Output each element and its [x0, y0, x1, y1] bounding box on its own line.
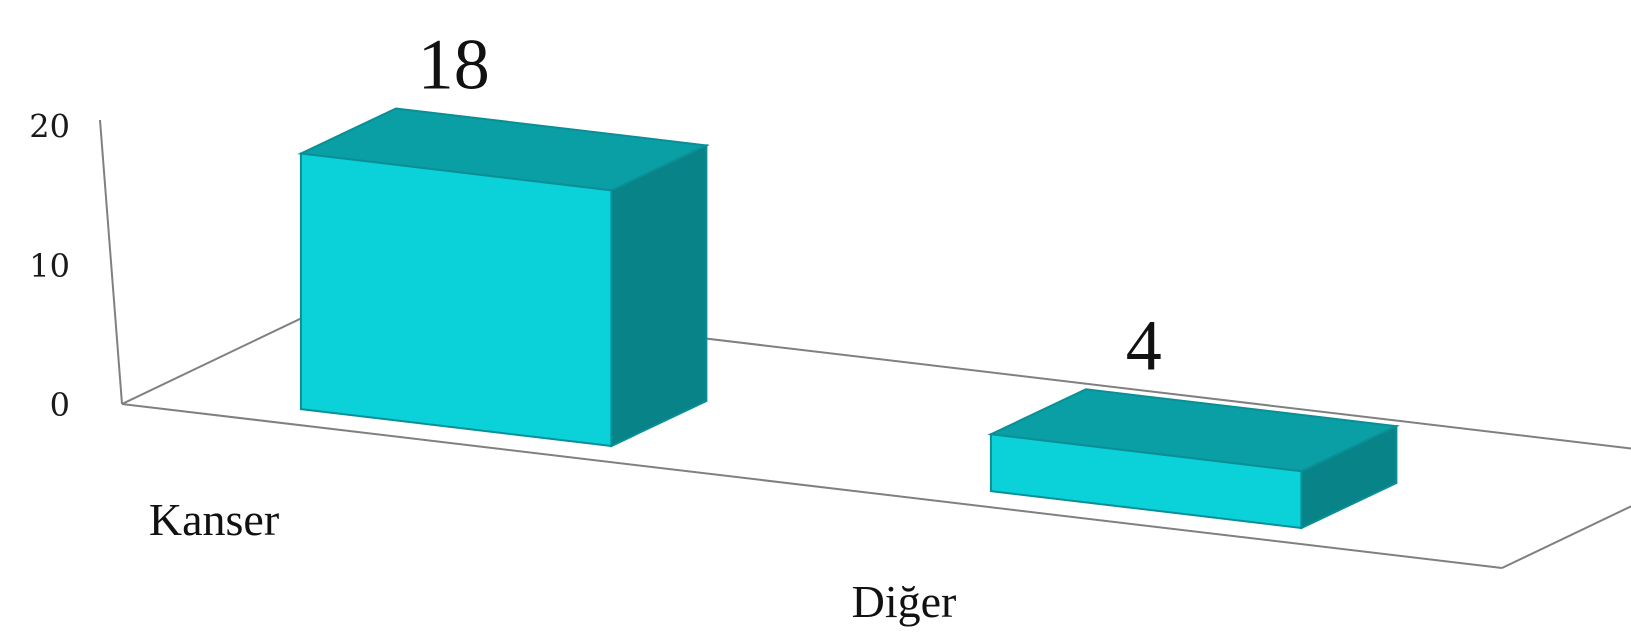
data-label: 4 — [1126, 305, 1162, 385]
category-label: Diğer — [852, 576, 957, 627]
floor-front-edge — [121, 403, 1503, 569]
data-label: 18 — [418, 25, 490, 105]
y-axis-line — [99, 119, 123, 405]
bar-0 — [297, 107, 710, 448]
bar-1 — [987, 388, 1400, 530]
y-axis-ticks: 0 10 20 — [29, 108, 70, 424]
bar-side — [610, 143, 708, 448]
floor-right-edge — [1501, 505, 1631, 569]
bars — [297, 107, 1400, 530]
y-tick-label: 10 — [29, 247, 70, 285]
bar-front — [989, 433, 1303, 530]
y-tick-label: 20 — [29, 108, 70, 146]
y-tick-label: 0 — [50, 386, 70, 424]
category-labels: Kanser Diğer — [149, 494, 957, 627]
bar-front — [299, 152, 613, 448]
category-label: Kanser — [149, 494, 279, 545]
data-labels: 18 4 — [418, 25, 1162, 386]
